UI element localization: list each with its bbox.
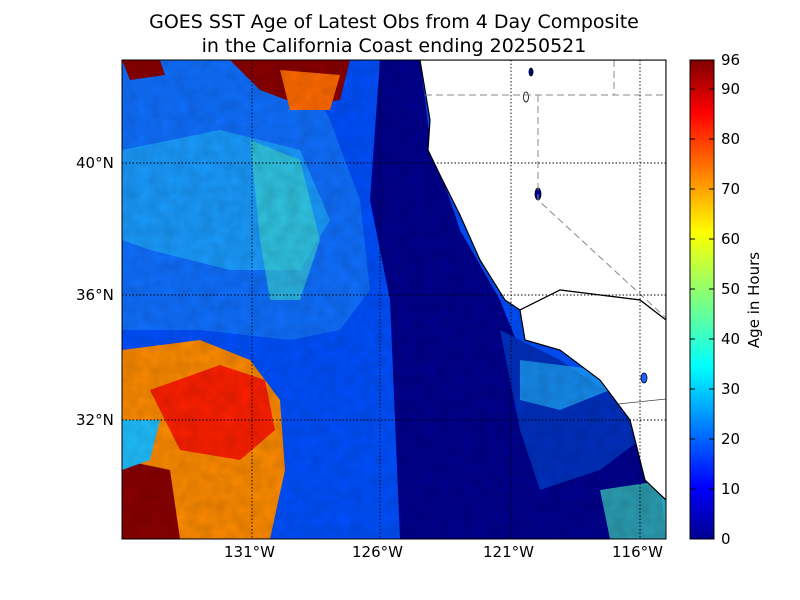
lake xyxy=(528,67,534,77)
lon-tick-116w: 116°W xyxy=(612,543,663,561)
colorbar-label-40: 40 xyxy=(721,330,741,348)
map-frame xyxy=(121,59,667,540)
lat-tick-32n: 32°N xyxy=(76,411,114,429)
graticule xyxy=(122,60,666,539)
salton-sea xyxy=(640,372,648,384)
colorbar-label-20: 20 xyxy=(721,430,741,448)
map-title-line-2: in the California Coast ending 20250521 xyxy=(201,35,587,57)
colorbar-label-60: 60 xyxy=(721,230,741,248)
lat-tick-36n: 36°N xyxy=(76,286,114,304)
lon-tick-121w: 121°W xyxy=(483,543,534,561)
lake xyxy=(523,91,529,103)
sst-age-field xyxy=(122,60,666,539)
state-border-east xyxy=(537,95,666,319)
map-title-line-1: GOES SST Age of Latest Obs from 4 Day Co… xyxy=(149,11,639,33)
land-mass-baja xyxy=(519,289,666,501)
colorbar-label-50: 50 xyxy=(721,280,741,298)
lat-tick-40n: 40°N xyxy=(76,154,114,172)
colorbar-label-96: 96 xyxy=(721,51,741,69)
colorbar-title: Age in Hours xyxy=(745,251,763,349)
colorbar-label-0: 0 xyxy=(721,530,731,548)
colorbar-label-10: 10 xyxy=(721,480,741,498)
colorbar-label-70: 70 xyxy=(721,180,741,198)
colorbar-label-80: 80 xyxy=(721,130,741,148)
colorbar-label-90: 90 xyxy=(721,80,741,98)
colorbar-ticks xyxy=(690,88,714,540)
country-border xyxy=(617,398,666,405)
colorbar xyxy=(689,59,715,540)
lon-tick-126w: 126°W xyxy=(352,543,403,561)
lon-tick-131w: 131°W xyxy=(224,543,275,561)
colorbar-label-30: 30 xyxy=(721,380,741,398)
